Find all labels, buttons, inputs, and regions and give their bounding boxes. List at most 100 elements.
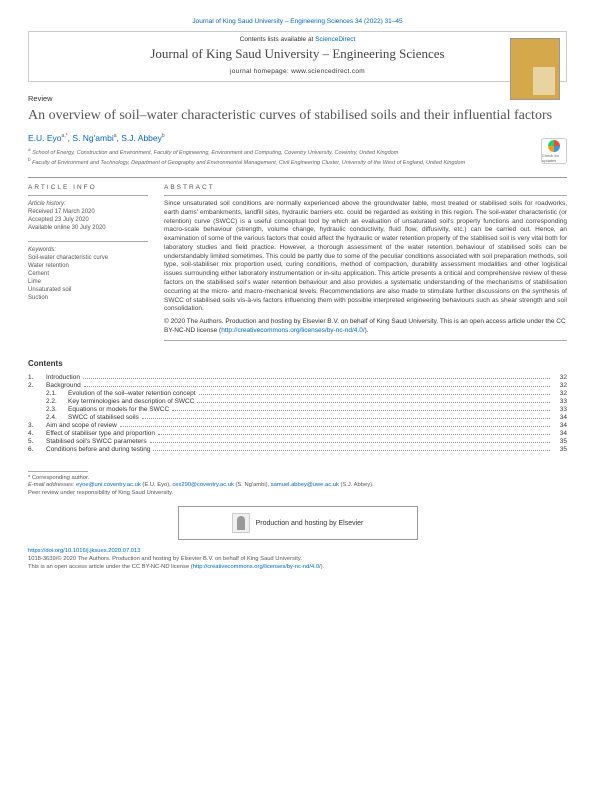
toc-page: 32 (553, 390, 567, 397)
toc-page: 33 (553, 398, 567, 405)
author-1-sup: a,* (62, 133, 68, 139)
article-type: Review (28, 94, 567, 103)
authors: E.U. Eyoa,*, S. Ng'ambia, S.J. Abbeyb (28, 133, 567, 143)
toc-number: 2.2. (46, 398, 68, 405)
affiliations: a School of Energy, Construction and Env… (28, 147, 567, 167)
toc-number: 4. (28, 430, 46, 437)
separator (28, 241, 148, 242)
abstract-text: Since unsaturated soil conditions are no… (164, 200, 567, 314)
author-3[interactable]: S.J. Abbey (121, 133, 162, 143)
issn-line: 1018-3639/© 2020 The Authors. Production… (28, 556, 567, 564)
toc-page: 35 (553, 438, 567, 445)
toc-label: Key terminologies and description of SWC… (68, 398, 194, 405)
toc-dots (150, 442, 550, 443)
keyword: Suction (28, 295, 48, 301)
email-link[interactable]: eyoe@uni.coventry.ac.uk (76, 482, 141, 488)
toc-label: Stabilised soil's SWCC parameters (46, 438, 147, 445)
toc-label: Evolution of the soil–water retention co… (68, 390, 196, 397)
sciencedirect-link[interactable]: ScienceDirect (315, 36, 355, 43)
toc-number: 2. (28, 382, 46, 389)
toc-row[interactable]: 2.4.SWCC of stabilised soils34 (28, 414, 567, 421)
journal-homepage[interactable]: journal homepage: www.sciencedirect.com (37, 68, 558, 75)
toc-label: Aim and scope of review (46, 422, 117, 429)
toc-dots (199, 394, 550, 395)
cc-license-link[interactable]: http://creativecommons.org/licenses/by-n… (221, 327, 364, 334)
toc-dots (197, 402, 550, 403)
toc-number: 5. (28, 438, 46, 445)
toc-number: 3. (28, 422, 46, 429)
keyword: Soil-water characteristic curve (28, 255, 108, 261)
toc-row[interactable]: 2.2.Key terminologies and description of… (28, 398, 567, 405)
contents-available: Contents lists available at ScienceDirec… (37, 36, 558, 43)
elsevier-box: Production and hosting by Elsevier (178, 506, 418, 540)
keyword: Lime (28, 279, 41, 285)
toc-row[interactable]: 2.1.Evolution of the soil–water retentio… (28, 390, 567, 397)
table-of-contents: 1.Introduction322.Background322.1.Evolut… (28, 374, 567, 453)
toc-number: 2.3. (46, 406, 68, 413)
toc-page: 32 (553, 374, 567, 381)
article-info-header: ARTICLE INFO (28, 184, 148, 191)
author-2-sup: a (114, 133, 117, 139)
journal-header: Contents lists available at ScienceDirec… (28, 31, 567, 82)
article-history: Article history: Received 17 March 2020 … (28, 200, 148, 232)
footnotes: * Corresponding author. E-mail addresses… (28, 471, 567, 498)
corresponding-author: * Corresponding author. (28, 475, 567, 483)
history-received: Received 17 March 2020 (28, 209, 95, 215)
toc-number: 2.4. (46, 414, 68, 421)
check-updates-badge[interactable]: Check for updates (541, 138, 567, 164)
author-1[interactable]: E.U. Eyo (28, 133, 62, 143)
check-updates-icon (548, 140, 560, 152)
keywords-block: Keywords: Soil-water characteristic curv… (28, 246, 148, 303)
history-online: Available online 30 July 2020 (28, 225, 106, 231)
toc-row[interactable]: 3.Aim and scope of review 34 (28, 422, 567, 429)
check-updates-label: Check for updates (542, 153, 566, 163)
toc-dots (120, 426, 550, 427)
email-name: (S. Ng'ambi), (234, 482, 271, 488)
toc-row[interactable]: 6.Conditions before and during testing 35 (28, 446, 567, 453)
toc-dots (83, 378, 550, 379)
keyword: Unsaturated soil (28, 287, 71, 293)
affiliation-b: Faculty of Environment and Technology, D… (32, 160, 465, 166)
toc-label: Equations or models for the SWCC (68, 406, 169, 413)
history-label: Article history: (28, 201, 66, 207)
toc-dots (84, 386, 550, 387)
toc-dots (153, 450, 550, 451)
oa-end: ). (321, 564, 325, 570)
toc-row[interactable]: 5.Stabilised soil's SWCC parameters 35 (28, 438, 567, 445)
email-link[interactable]: cex290@coventry.ac.uk (172, 482, 234, 488)
toc-page: 35 (553, 446, 567, 453)
toc-page: 34 (553, 430, 567, 437)
toc-row[interactable]: 2.3.Equations or models for the SWCC33 (28, 406, 567, 413)
journal-title: Journal of King Saud University – Engine… (37, 46, 558, 62)
email-link[interactable]: samuel.abbey@uwe.ac.uk (271, 482, 339, 488)
toc-label: Background (46, 382, 81, 389)
peer-review-note: Peer review under responsibility of King… (28, 490, 567, 498)
elsevier-logo-icon (232, 513, 250, 533)
copyright-end: ). (365, 327, 369, 334)
doi-link[interactable]: https://doi.org/10.1016/j.jksues.2020.07… (28, 548, 567, 556)
article-title: An overview of soil–water characteristic… (28, 107, 567, 125)
toc-row[interactable]: 4.Effect of stabiliser type and proporti… (28, 430, 567, 437)
toc-number: 6. (28, 446, 46, 453)
email-name: (E.U. Eyo), (141, 482, 173, 488)
journal-cover-image (510, 38, 560, 100)
toc-label: Introduction (46, 374, 80, 381)
separator (28, 195, 148, 196)
toc-row[interactable]: 1.Introduction32 (28, 374, 567, 381)
toc-row[interactable]: 2.Background 32 (28, 382, 567, 389)
oa-license-link[interactable]: http://creativecommons.org/licenses/by-n… (193, 564, 321, 570)
toc-dots (142, 418, 550, 419)
toc-page: 32 (553, 382, 567, 389)
keywords-label: Keywords: (28, 247, 56, 253)
toc-label: SWCC of stabilised soils (68, 414, 139, 421)
author-3-sup: b (162, 133, 165, 139)
toc-dots (158, 434, 550, 435)
author-2[interactable]: S. Ng'ambi (72, 133, 113, 143)
separator (164, 195, 567, 196)
contents-header: Contents (28, 359, 567, 368)
copyright: © 2020 The Authors. Production and hosti… (164, 318, 567, 336)
contents-text: Contents lists available at (240, 36, 314, 43)
toc-label: Conditions before and during testing (46, 446, 150, 453)
keyword: Cement (28, 271, 49, 277)
toc-page: 34 (553, 422, 567, 429)
